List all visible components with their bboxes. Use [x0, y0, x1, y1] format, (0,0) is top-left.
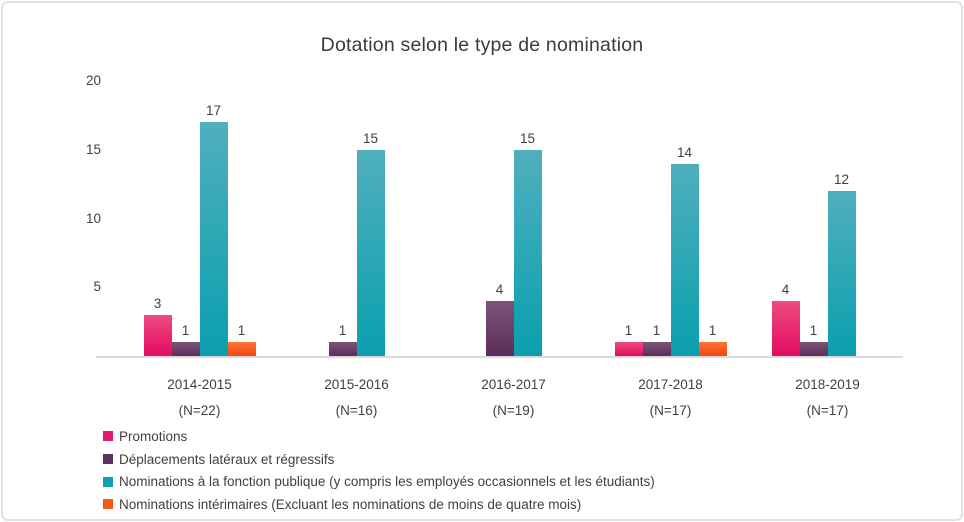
- y-axis-tick-label: 10: [85, 210, 101, 226]
- bar-slot: 17: [199, 81, 228, 356]
- bar-row: 3 1 17 1: [143, 81, 256, 356]
- bar-slot: 1: [614, 81, 643, 356]
- bar-slot: [542, 81, 570, 356]
- bar-value-label: 1: [181, 323, 190, 339]
- legend-marker-icon: [103, 499, 113, 510]
- bar-slot: 1: [799, 81, 828, 356]
- category-label: 2015-2016 (N=16): [324, 372, 389, 424]
- category-year-label: 2017-2018: [638, 377, 703, 392]
- category-n-label: (N=19): [492, 403, 535, 418]
- bar[interactable]: [485, 301, 514, 356]
- bar-value-label: 1: [809, 323, 818, 339]
- category-year-label: 2014-2015: [167, 377, 232, 392]
- legend-item-label: Nominations intérimaires (Excluant les n…: [119, 496, 582, 512]
- y-axis-tick-label: 15: [85, 141, 101, 157]
- bar[interactable]: [771, 301, 800, 356]
- bar-slot: [856, 81, 884, 356]
- category-n-label: (N=17): [649, 403, 692, 418]
- bar-value-label: 1: [652, 323, 661, 339]
- bar[interactable]: [227, 342, 256, 356]
- bar-group: 1 15 2015-2016 (N=16): [301, 81, 413, 424]
- bar[interactable]: [199, 122, 228, 356]
- bar[interactable]: [827, 191, 856, 356]
- x-axis-line: [96, 356, 903, 358]
- bar-slot: 4: [485, 81, 514, 356]
- bar[interactable]: [670, 163, 699, 356]
- category-label: 2018-2019 (N=17): [795, 372, 860, 424]
- legend-item[interactable]: Promotions: [103, 425, 655, 448]
- bar-value-label: 1: [624, 323, 633, 339]
- legend-item-label: Nominations à la fonction publique (y co…: [119, 474, 655, 490]
- bar-slot: 1: [328, 81, 357, 356]
- legend-marker-icon: [103, 454, 113, 465]
- bar-value-label: 12: [833, 172, 850, 187]
- bar-group: 3 1 17 1 2014-2015 (N=22): [143, 81, 256, 424]
- bar-groups: 3 1 17 1 2014-2015 (N=22) 1 15 2015-2016 (N=16) 4 1…: [121, 81, 906, 424]
- bar[interactable]: [143, 314, 172, 356]
- bar-value-label: 17: [205, 103, 222, 119]
- bar-value-label: 15: [362, 130, 379, 146]
- bar-value-label: 14: [676, 144, 693, 160]
- bar-slot: 14: [670, 81, 699, 356]
- legend-item-label: Déplacements latéraux et régressifs: [119, 451, 335, 467]
- bar[interactable]: [642, 342, 671, 356]
- bar-value-label: 1: [237, 323, 246, 339]
- bar-group: 4 1 12 2018-2019 (N=17): [771, 81, 884, 424]
- bar-group: 1 1 14 1 2017-2018 (N=17): [614, 81, 727, 424]
- bar-row: 1 1 14 1: [614, 81, 727, 356]
- bar-value-label: 4: [495, 282, 504, 297]
- legend-marker-icon: [103, 431, 113, 442]
- legend-item[interactable]: Nominations intérimaires (Excluant les n…: [103, 493, 655, 516]
- bar-slot: 3: [143, 81, 172, 356]
- legend-marker-icon: [103, 476, 113, 487]
- category-year-label: 2016-2017: [481, 377, 546, 392]
- bar-slot: [301, 81, 329, 356]
- bar-slot: 15: [356, 81, 385, 356]
- bar[interactable]: [171, 342, 200, 356]
- y-axis-tick-label: 5: [93, 279, 101, 295]
- category-label: 2017-2018 (N=17): [638, 372, 703, 424]
- category-label: 2014-2015 (N=22): [167, 372, 232, 424]
- bar-slot: 15: [513, 81, 542, 356]
- bar-slot: [458, 81, 486, 356]
- bar-slot: 12: [827, 81, 856, 356]
- category-year-label: 2018-2019: [795, 377, 860, 392]
- category-n-label: (N=17): [806, 403, 849, 418]
- bar-value-label: 1: [708, 323, 717, 339]
- bar-group: 4 15 2016-2017 (N=19): [458, 81, 570, 424]
- bar[interactable]: [698, 342, 727, 356]
- bar[interactable]: [513, 149, 542, 356]
- legend-item[interactable]: Déplacements latéraux et régressifs: [103, 448, 655, 471]
- bar[interactable]: [356, 149, 385, 356]
- bar-row: 4 1 12: [771, 81, 884, 356]
- bar-slot: 1: [171, 81, 200, 356]
- bar[interactable]: [328, 342, 357, 356]
- bar-slot: [385, 81, 413, 356]
- bar-value-label: 1: [338, 323, 347, 339]
- category-label: 2016-2017 (N=19): [481, 372, 546, 424]
- bar-value-label: 4: [781, 282, 790, 297]
- category-n-label: (N=16): [335, 403, 378, 418]
- chart-title: Dotation selon le type de nomination: [320, 34, 644, 56]
- bar[interactable]: [614, 342, 643, 356]
- bar-slot: 4: [771, 81, 800, 356]
- bar-row: 4 15: [458, 81, 570, 356]
- category-n-label: (N=22): [178, 403, 221, 418]
- bar-row: 1 15: [301, 81, 413, 356]
- legend: Promotions Déplacements latéraux et régre…: [103, 425, 655, 516]
- y-axis-tick-label: 20: [85, 73, 101, 88]
- category-year-label: 2015-2016: [324, 377, 389, 392]
- legend-item[interactable]: Nominations à la fonction publique (y co…: [103, 470, 655, 493]
- bar-slot: 1: [642, 81, 671, 356]
- bar-slot: 1: [227, 81, 256, 356]
- bar[interactable]: [799, 342, 828, 356]
- bar-value-label: 3: [153, 295, 162, 311]
- bar-value-label: 15: [519, 130, 536, 146]
- bar-slot: 1: [698, 81, 727, 356]
- legend-item-label: Promotions: [119, 428, 188, 444]
